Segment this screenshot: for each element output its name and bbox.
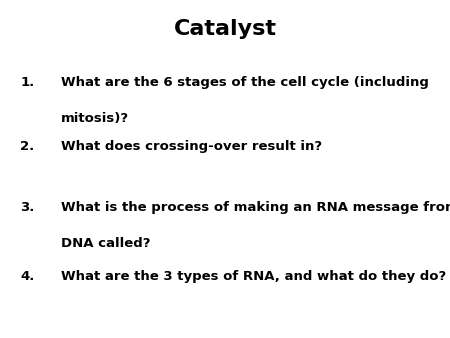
Text: 2.: 2. xyxy=(20,140,35,153)
Text: mitosis)?: mitosis)? xyxy=(61,112,129,124)
Text: DNA called?: DNA called? xyxy=(61,237,150,249)
Text: What are the 6 stages of the cell cycle (including: What are the 6 stages of the cell cycle … xyxy=(61,76,428,89)
Text: What are the 3 types of RNA, and what do they do?: What are the 3 types of RNA, and what do… xyxy=(61,270,446,283)
Text: 1.: 1. xyxy=(20,76,35,89)
Text: What is the process of making an RNA message from: What is the process of making an RNA mes… xyxy=(61,201,450,214)
Text: 4.: 4. xyxy=(20,270,35,283)
Text: Catalyst: Catalyst xyxy=(174,19,276,39)
Text: 3.: 3. xyxy=(20,201,35,214)
Text: What does crossing-over result in?: What does crossing-over result in? xyxy=(61,140,322,153)
